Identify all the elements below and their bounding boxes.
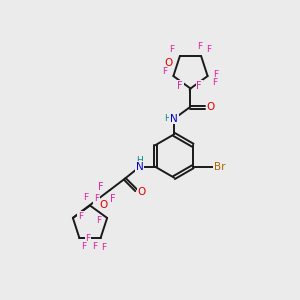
Text: F: F — [94, 194, 99, 203]
Text: O: O — [206, 102, 215, 112]
Text: F: F — [96, 216, 101, 225]
Text: F: F — [177, 80, 183, 91]
Text: F: F — [85, 234, 90, 243]
Text: F: F — [110, 194, 116, 204]
Text: O: O — [99, 200, 108, 210]
Text: N: N — [136, 162, 144, 172]
Text: F: F — [214, 70, 219, 79]
Text: O: O — [164, 58, 173, 68]
Text: H: H — [164, 114, 171, 123]
Text: F: F — [196, 80, 202, 91]
Text: Br: Br — [214, 162, 226, 172]
Text: F: F — [197, 42, 202, 51]
Text: F: F — [98, 182, 103, 192]
Text: O: O — [137, 187, 146, 197]
Text: F: F — [212, 78, 217, 87]
Text: F: F — [93, 242, 98, 251]
Text: H: H — [136, 156, 143, 165]
Text: N: N — [170, 113, 178, 124]
Text: F: F — [81, 242, 86, 251]
Text: F: F — [101, 243, 106, 252]
Text: F: F — [162, 67, 167, 76]
Text: F: F — [78, 212, 83, 221]
Text: F: F — [206, 45, 211, 54]
Text: F: F — [83, 193, 88, 202]
Text: F: F — [169, 45, 174, 54]
